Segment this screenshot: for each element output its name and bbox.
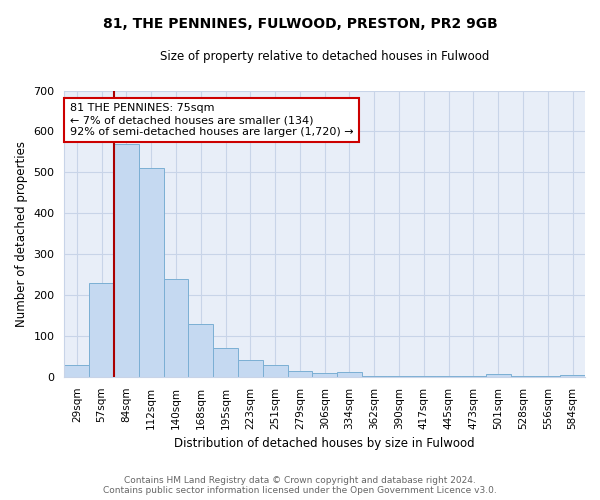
Bar xyxy=(238,360,263,377)
Bar xyxy=(535,376,560,377)
Title: Size of property relative to detached houses in Fulwood: Size of property relative to detached ho… xyxy=(160,50,490,63)
Y-axis label: Number of detached properties: Number of detached properties xyxy=(15,140,28,326)
Bar xyxy=(560,375,585,377)
Bar xyxy=(511,376,535,377)
Bar xyxy=(287,370,313,377)
Bar xyxy=(386,376,412,377)
Bar xyxy=(337,372,362,377)
X-axis label: Distribution of detached houses by size in Fulwood: Distribution of detached houses by size … xyxy=(175,437,475,450)
Bar xyxy=(412,376,436,377)
Bar xyxy=(486,374,511,377)
Bar xyxy=(188,324,213,377)
Bar xyxy=(263,366,287,377)
Bar xyxy=(114,144,139,377)
Bar xyxy=(436,376,461,377)
Bar xyxy=(362,376,386,377)
Bar xyxy=(461,376,486,377)
Bar xyxy=(164,278,188,377)
Text: 81, THE PENNINES, FULWOOD, PRESTON, PR2 9GB: 81, THE PENNINES, FULWOOD, PRESTON, PR2 … xyxy=(103,18,497,32)
Bar xyxy=(313,372,337,377)
Bar xyxy=(64,366,89,377)
Text: 81 THE PENNINES: 75sqm
← 7% of detached houses are smaller (134)
92% of semi-det: 81 THE PENNINES: 75sqm ← 7% of detached … xyxy=(70,104,353,136)
Text: Contains HM Land Registry data © Crown copyright and database right 2024.
Contai: Contains HM Land Registry data © Crown c… xyxy=(103,476,497,495)
Bar xyxy=(89,283,114,377)
Bar xyxy=(213,348,238,377)
Bar xyxy=(139,168,164,377)
